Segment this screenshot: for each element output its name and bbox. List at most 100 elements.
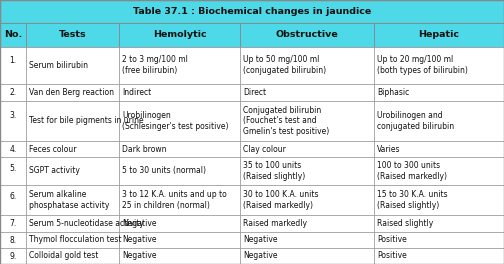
Text: Biphasic: Biphasic [377,88,409,97]
Text: Urobilinogen
(Schlesinger's test positive): Urobilinogen (Schlesinger's test positiv… [122,111,229,131]
Text: Table 37.1 : Biochemical changes in jaundice: Table 37.1 : Biochemical changes in jaun… [133,7,371,16]
Bar [0,84,26,101]
Text: Varies: Varies [377,144,401,154]
Bar [0,185,26,215]
Text: Raised slightly: Raised slightly [377,219,433,228]
Text: Positive: Positive [377,235,407,244]
Bar [119,157,240,185]
Text: Up to 20 mg/100 ml
(both types of bilirubin): Up to 20 mg/100 ml (both types of biliru… [377,55,468,75]
Bar [0,215,26,232]
Bar [0,0,504,23]
Bar [119,185,240,215]
Text: No.: No. [4,30,22,39]
Text: 4.: 4. [10,145,17,154]
Text: 6.: 6. [10,192,17,201]
Text: Negative: Negative [243,251,278,260]
Bar [119,215,240,232]
Text: Up to 50 mg/100 ml
(conjugated bilirubin): Up to 50 mg/100 ml (conjugated bilirubin… [243,55,327,75]
Bar [374,248,504,264]
Bar [374,47,504,84]
Text: Raised markedly: Raised markedly [243,219,307,228]
Bar [374,141,504,157]
Text: Serum 5-nucleotidase activity: Serum 5-nucleotidase activity [29,219,144,228]
Bar [119,23,240,47]
Bar [374,84,504,101]
Text: Van den Berg reaction: Van den Berg reaction [29,88,114,97]
Bar [240,157,374,185]
Bar [374,232,504,248]
Text: Serum alkaline
phosphatase activity: Serum alkaline phosphatase activity [29,190,109,210]
Text: SGPT activity: SGPT activity [29,166,80,175]
Text: 2 to 3 mg/100 ml
(free bilirubin): 2 to 3 mg/100 ml (free bilirubin) [122,55,188,75]
Bar [26,23,119,47]
Text: Colloidal gold test: Colloidal gold test [29,251,99,260]
Text: Negative: Negative [122,235,157,244]
Bar [0,47,26,84]
Bar [240,101,374,141]
Bar [240,47,374,84]
Text: Direct: Direct [243,88,267,97]
Bar [26,215,119,232]
Text: Hepatic: Hepatic [418,30,460,39]
Text: Clay colour: Clay colour [243,144,286,154]
Text: 100 to 300 units
(Raised markedly): 100 to 300 units (Raised markedly) [377,161,447,181]
Bar [119,101,240,141]
Text: 30 to 100 K.A. units
(Raised markedly): 30 to 100 K.A. units (Raised markedly) [243,190,319,210]
Text: Negative: Negative [122,219,157,228]
Text: Obstructive: Obstructive [276,30,339,39]
Bar [26,185,119,215]
Bar [26,84,119,101]
Bar [26,141,119,157]
Bar [119,232,240,248]
Text: 3.: 3. [10,111,17,120]
Text: Indirect: Indirect [122,88,152,97]
Text: Urobilinogen and
conjugated bilirubin: Urobilinogen and conjugated bilirubin [377,111,454,131]
Text: Tests: Tests [59,30,87,39]
Text: 3 to 12 K.A. units and up to
25 in children (normal): 3 to 12 K.A. units and up to 25 in child… [122,190,227,210]
Text: 35 to 100 units
(Raised slightly): 35 to 100 units (Raised slightly) [243,161,306,181]
Text: Serum bilirubin: Serum bilirubin [29,61,88,70]
Bar [119,248,240,264]
Bar [26,232,119,248]
Bar [26,101,119,141]
Bar [0,101,26,141]
Bar [0,248,26,264]
Text: 5 to 30 units (normal): 5 to 30 units (normal) [122,166,207,175]
Bar [374,23,504,47]
Text: 7.: 7. [10,219,17,228]
Bar [119,141,240,157]
Bar [240,141,374,157]
Text: Thymol flocculation test: Thymol flocculation test [29,235,122,244]
Bar [0,157,26,185]
Bar [119,84,240,101]
Text: Conjugated bilirubin
(Fouchet's test and
Gmelin's test positive): Conjugated bilirubin (Fouchet's test and… [243,106,330,136]
Bar [119,47,240,84]
Bar [240,232,374,248]
Text: 2.: 2. [10,88,17,97]
Bar [240,23,374,47]
Bar [240,248,374,264]
Text: 1.: 1. [10,56,17,65]
Text: Test for bile pigments in urine: Test for bile pigments in urine [29,116,144,125]
Bar [240,215,374,232]
Text: Positive: Positive [377,251,407,260]
Bar [374,157,504,185]
Bar [374,101,504,141]
Bar [0,232,26,248]
Text: Negative: Negative [122,251,157,260]
Bar [26,157,119,185]
Text: 15 to 30 K.A. units
(Raised slightly): 15 to 30 K.A. units (Raised slightly) [377,190,448,210]
Text: Feces colour: Feces colour [29,144,77,154]
Bar [26,248,119,264]
Bar [0,141,26,157]
Text: 8.: 8. [10,235,17,244]
Text: 9.: 9. [10,252,17,261]
Bar [0,23,26,47]
Bar [374,215,504,232]
Text: Dark brown: Dark brown [122,144,167,154]
Text: Negative: Negative [243,235,278,244]
Bar [240,185,374,215]
Bar [26,47,119,84]
Text: Hemolytic: Hemolytic [153,30,207,39]
Text: 5.: 5. [10,164,17,173]
